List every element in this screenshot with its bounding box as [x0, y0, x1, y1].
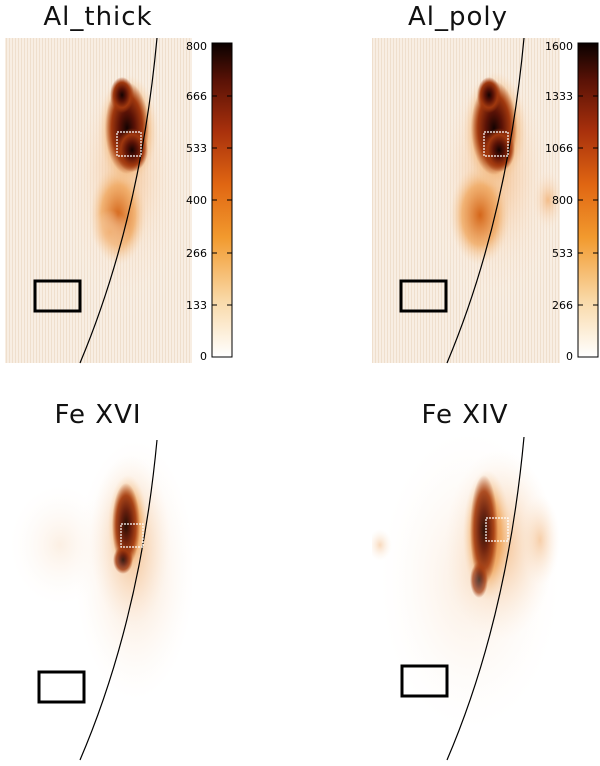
panel-title-fe-xiv: Fe XIV	[421, 400, 509, 430]
cbar1-tick-1: 133	[186, 299, 207, 312]
cbar2-tick-3: 800	[552, 194, 573, 207]
cbar2-tick-0: 0	[566, 350, 573, 363]
cbar1-tick-0: 0	[200, 350, 207, 363]
cbar2-tick-2: 533	[552, 247, 573, 260]
cbar1-tick-5: 666	[186, 90, 207, 103]
background-box-2	[399, 279, 448, 313]
colorbar-al-poly: 0 266 533 800 1066 1333 1600	[545, 40, 599, 363]
cbar2-tick-5: 1333	[545, 90, 573, 103]
cbar1-tick-4: 533	[186, 142, 207, 155]
cbar1-tick-3: 400	[186, 194, 207, 207]
cbar1-tick-2: 266	[186, 247, 207, 260]
solar-limb-line-4	[446, 436, 525, 761]
image-panel-al-thick	[5, 38, 192, 363]
zoom-box-4	[485, 517, 509, 542]
image-panel-fe-xvi	[5, 440, 192, 760]
zoom-box-2	[483, 131, 509, 157]
cbar2-tick-4: 1066	[545, 142, 573, 155]
image-panel-al-poly	[372, 38, 560, 363]
cbar2-tick-1: 266	[552, 299, 573, 312]
background-box-1	[33, 279, 82, 313]
solar-limb-line-3	[79, 439, 158, 761]
panel-title-fe-xvi: Fe XVI	[54, 400, 142, 430]
background-box-4	[400, 664, 449, 698]
background-box-3	[37, 670, 86, 704]
cbar2-tick-6: 1600	[545, 40, 573, 53]
solar-limb-line-2	[446, 37, 525, 364]
cbar1-tick-6: 800	[186, 40, 207, 53]
zoom-box-1	[116, 131, 142, 157]
colorbar-al-thick: 0 133 266 400 533 666 800	[186, 40, 233, 363]
panel-title-al-poly: Al_poly	[407, 2, 509, 32]
panel-title-al-thick: Al_thick	[43, 2, 153, 32]
solar-limb-line-1	[79, 37, 158, 364]
zoom-box-3	[120, 523, 144, 548]
image-panel-fe-xiv	[372, 437, 560, 760]
